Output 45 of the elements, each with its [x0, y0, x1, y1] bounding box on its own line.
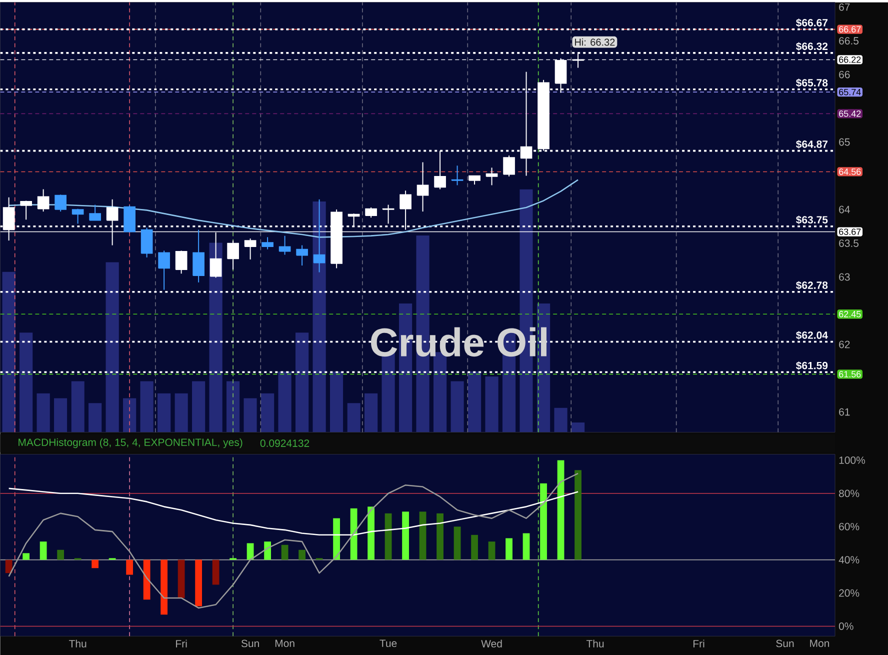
y-tick-label: 67 [839, 3, 850, 11]
y-tick-label: 66.5 [839, 36, 859, 44]
x-tick-label: Mon [275, 640, 294, 647]
x-tick-label: Wed [481, 640, 502, 648]
ref-line-label: 61.56 [839, 370, 861, 378]
y-tick-label: 40% [838, 556, 860, 564]
x-tick-label: Fri [694, 640, 704, 648]
y-tick-label: 66 [839, 70, 850, 78]
ref-line-label: $61.59 [796, 361, 828, 370]
ref-line-label: $65.78 [796, 78, 828, 88]
ref-line-label: 66.67 [839, 26, 861, 32]
ref-line-label: $66.32 [796, 42, 828, 51]
ref-line-label: $63.75 [796, 216, 828, 224]
x-tick-label: Thu [586, 640, 604, 648]
y-tick-label: 80% [839, 490, 860, 498]
ref-line-label: 65.42 [839, 110, 861, 117]
x-tick-label: Sun [776, 640, 794, 648]
ref-line-label: $64.87 [796, 140, 828, 149]
ref-line-label: $62.78 [796, 280, 828, 290]
y-tick-label: 20% [839, 589, 860, 597]
y-tick-label: 63.5 [839, 239, 859, 247]
x-tick-label: Tue [380, 640, 397, 647]
y-tick-label: 60% [839, 522, 860, 530]
text: Crude Oil [371, 327, 546, 357]
y-tick-label: 64 [839, 206, 850, 214]
x-tick-label: Mon [810, 640, 830, 647]
ref-line-label: 64.56 [839, 168, 861, 175]
y-tick-label: 61 [839, 408, 850, 416]
chart-title: MACDHistogram (8, 15, 4, EXPONENTIAL, yes) [18, 438, 242, 448]
y-tick-label: 100% [839, 456, 866, 464]
x-tick-label: Fri [176, 640, 187, 648]
ref-line-label: $66.67 [796, 18, 828, 28]
text: 0.0924132 [260, 439, 310, 447]
y-tick-label: 0% [838, 622, 854, 630]
x-tick-label: Thu [69, 640, 86, 648]
ref-line-label: $62.04 [796, 330, 828, 340]
ref-line-label: 65.74 [839, 88, 861, 96]
ref-line-label: 63.67 [839, 228, 861, 235]
y-tick-label: 62 [839, 340, 850, 348]
y-tick-label: 65 [839, 138, 850, 146]
ref-line-label: 62.45 [839, 310, 861, 318]
ref-line-label: 66.22 [839, 56, 861, 63]
annotation: Hi: 66.32 [575, 38, 615, 46]
x-tick-label: Sun [241, 640, 259, 648]
y-tick-label: 63 [839, 273, 850, 281]
